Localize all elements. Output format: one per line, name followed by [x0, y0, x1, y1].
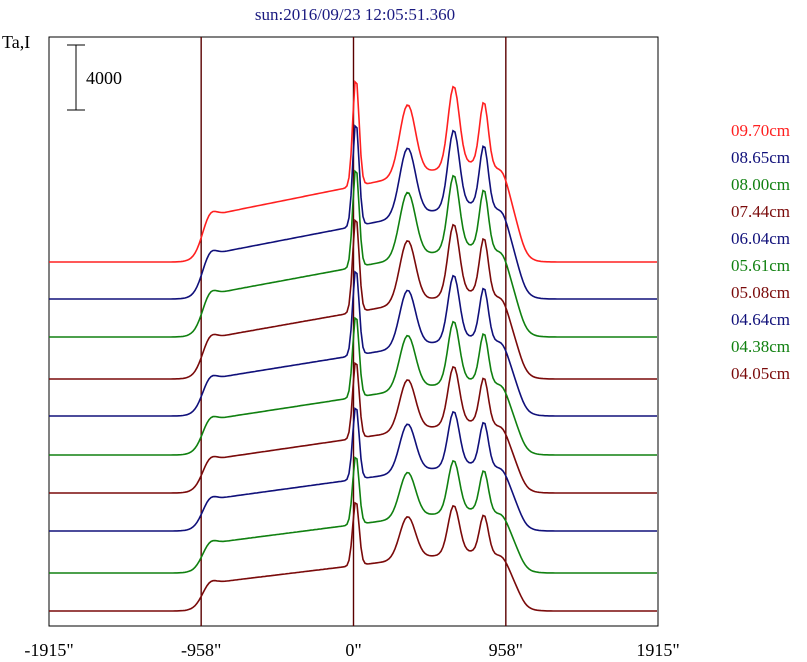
legend: 09.70cm 08.65cm 08.00cm 07.44cm 06.04cm 05.61… [731, 121, 790, 383]
x-tick-label: -1915" [24, 640, 73, 660]
series-line-04.64cm [49, 407, 657, 532]
y-axis-label: Ta,I [2, 32, 30, 52]
legend-entry: 04.64cm [731, 310, 790, 329]
legend-entry: 06.04cm [731, 229, 790, 248]
legend-entry: 09.70cm [731, 121, 790, 140]
legend-entry: 05.61cm [731, 256, 790, 275]
scale-bar: 4000 [67, 44, 122, 111]
series-line-08.65cm [49, 124, 657, 300]
series-line-04.38cm [49, 456, 657, 574]
x-tick-label: 958" [489, 640, 523, 660]
legend-entry: 07.44cm [731, 202, 790, 221]
series-line-04.05cm [49, 501, 657, 612]
series-line-06.04cm [49, 270, 657, 417]
legend-entry: 04.05cm [731, 364, 790, 383]
scale-bar-label: 4000 [86, 68, 122, 88]
x-tick-label: -958" [181, 640, 221, 660]
series-group [49, 79, 657, 612]
legend-entry: 08.00cm [731, 175, 790, 194]
legend-entry: 08.65cm [731, 148, 790, 167]
series-line-07.44cm [49, 218, 657, 380]
series-line-09.70cm [49, 79, 657, 263]
x-axis-ticks: -1915" -958" 0" 958" 1915" [24, 640, 679, 660]
legend-entry: 05.08cm [731, 283, 790, 302]
series-line-08.00cm [49, 169, 657, 338]
x-tick-label: 1915" [636, 640, 679, 660]
chart-title: sun:2016/09/23 12:05:51.360 [255, 5, 455, 24]
series-line-05.08cm [49, 361, 657, 494]
legend-entry: 04.38cm [731, 337, 790, 356]
series-line-05.61cm [49, 316, 657, 456]
x-tick-label: 0" [345, 640, 361, 660]
